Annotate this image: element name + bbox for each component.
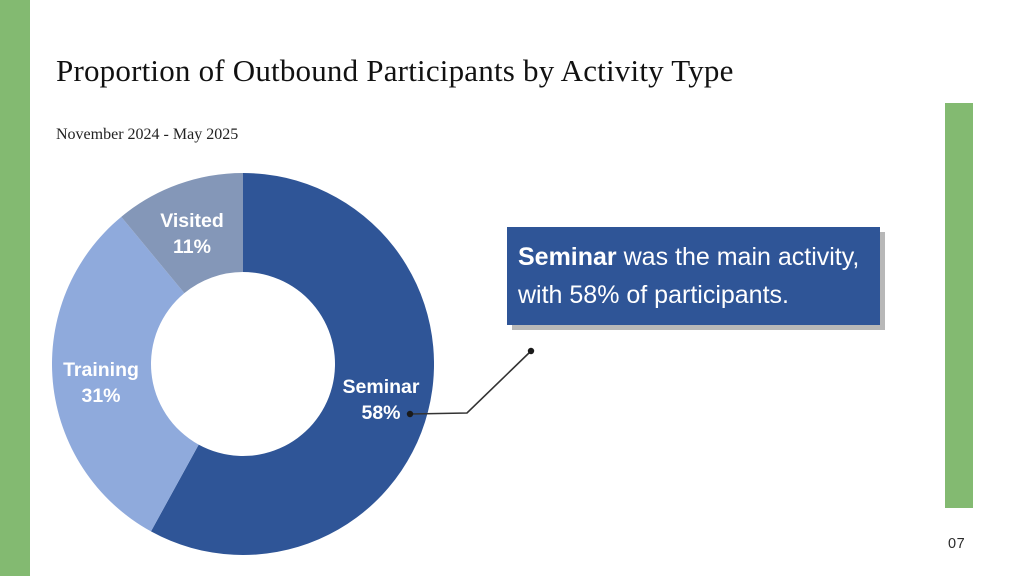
donut-segment-seminar xyxy=(150,173,434,555)
callout-line-2: with 58% of participants. xyxy=(518,281,789,309)
left-accent-stripe xyxy=(0,0,30,576)
segment-name: Seminar xyxy=(342,376,420,398)
callout-highlight: Seminar xyxy=(518,243,617,271)
right-accent-bar xyxy=(945,103,973,508)
segment-name: Visited xyxy=(160,210,224,232)
segment-name: Training xyxy=(63,359,139,381)
page-number: 07 xyxy=(948,536,966,552)
segment-value: 31% xyxy=(81,385,121,407)
date-range-subtitle: November 2024 - May 2025 xyxy=(56,126,239,143)
page-title: Proportion of Outbound Participants by A… xyxy=(56,53,734,88)
donut-chart-svg xyxy=(52,173,434,555)
segment-label-training: Training 31% xyxy=(21,357,181,409)
segment-label-visited: Visited 11% xyxy=(112,208,272,260)
segment-label-seminar: Seminar 58% xyxy=(301,374,461,426)
segment-value: 58% xyxy=(361,402,401,424)
callout-box: Seminar was the main activity, with 58% … xyxy=(507,227,880,325)
callout-line-1-rest: was the main activity, xyxy=(616,243,860,271)
donut-segment-training xyxy=(52,216,199,532)
segment-value: 11% xyxy=(173,236,211,258)
donut-segment-visited xyxy=(121,173,243,294)
callout-line-1: Seminar was the main activity, xyxy=(518,238,880,276)
donut-chart xyxy=(52,173,434,555)
